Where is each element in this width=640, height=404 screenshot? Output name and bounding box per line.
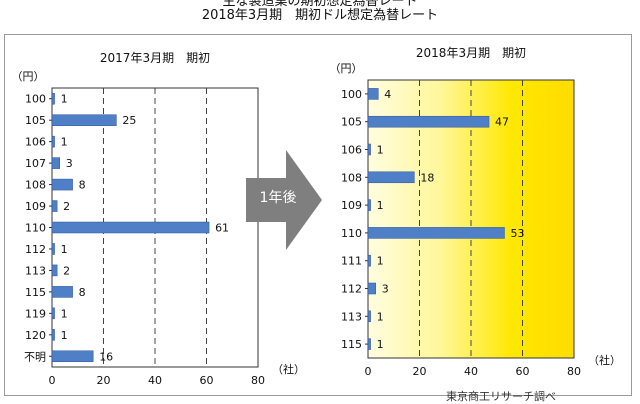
c1-data-label: 1 [377, 144, 384, 157]
c1-data-label: 1 [377, 199, 384, 212]
c0-data-label: 1 [61, 307, 68, 320]
c0-x-axis-label: （社） [272, 362, 305, 376]
c0-bar [51, 307, 55, 320]
c0-data-label: 1 [61, 243, 68, 256]
c0-data-label: 25 [122, 114, 136, 127]
c0-chart-title: 2017年3月期 期初 [100, 51, 210, 65]
c0-y-axis-label: （円） [12, 70, 45, 83]
c0-bar [51, 92, 55, 105]
c1-bar [367, 171, 415, 184]
c0-data-label: 3 [66, 157, 73, 170]
c1-x-tick-label: 40 [464, 365, 478, 378]
c0-bar [51, 221, 210, 234]
c0-y-tick-label: 109 [25, 200, 46, 213]
c1-x-tick-label: 20 [413, 365, 427, 378]
c1-x-tick-label: 80 [567, 365, 581, 378]
c1-y-tick-label: 111 [341, 255, 362, 268]
c1-bar [367, 199, 371, 211]
c0-bar [51, 350, 94, 363]
c0-data-label: 8 [79, 179, 86, 192]
c1-data-label: 18 [420, 171, 434, 184]
sub-title: 2018年3月期 期初ドル想定為替レート [201, 8, 439, 23]
c1-bar [367, 282, 376, 295]
right-arrow-icon [246, 150, 322, 250]
c1-bar [367, 254, 371, 267]
c1-plot-border [367, 79, 575, 359]
c0-y-tick-label: 106 [25, 136, 46, 149]
c1-y-tick-label: 109 [341, 199, 362, 212]
c1-bar [367, 227, 505, 239]
c0-data-label: 2 [63, 200, 70, 213]
c0-bar [51, 178, 73, 191]
c1-y-axis-label: （円） [330, 62, 363, 75]
c0-y-tick-label: 115 [25, 286, 46, 299]
c0-x-tick-label: 20 [97, 374, 111, 387]
arrow-label: 1年後 [259, 190, 297, 206]
c0-bar [51, 135, 55, 148]
c1-x-axis-label: （社） [588, 353, 621, 367]
c0-x-tick-label: 40 [148, 374, 162, 387]
c1-y-tick-label: 108 [341, 171, 362, 184]
c0-bar [51, 114, 117, 126]
c0-y-tick-label: 119 [25, 307, 46, 320]
c1-y-tick-label: 110 [341, 227, 362, 240]
c1-data-label: 1 [377, 310, 384, 323]
c0-bar [51, 264, 58, 277]
c0-data-label: 1 [61, 329, 68, 342]
c0-bar [51, 157, 60, 169]
c0-data-label: 8 [79, 286, 86, 299]
c0-data-label: 61 [215, 222, 229, 235]
c1-y-tick-label: 112 [341, 283, 362, 296]
c1-bar [367, 88, 379, 100]
c0-bar [51, 243, 55, 255]
c0-y-tick-label: 105 [25, 114, 46, 127]
source-note: 東京商工リサーチ調べ [446, 390, 556, 403]
c1-data-label: 53 [510, 227, 524, 240]
c1-data-label: 1 [377, 255, 384, 268]
c0-x-tick-label: 60 [200, 374, 214, 387]
c0-y-tick-label: 113 [25, 264, 46, 277]
c0-y-tick-label: 120 [25, 329, 46, 342]
c1-data-label: 3 [382, 283, 389, 296]
c0-data-label: 16 [99, 350, 113, 363]
c0-y-tick-label: 不明 [24, 350, 46, 363]
c0-x-tick-label: 0 [49, 374, 56, 387]
c0-bar [51, 200, 58, 212]
c0-y-tick-label: 100 [25, 93, 46, 106]
c1-y-tick-label: 113 [341, 310, 362, 323]
c1-data-label: 1 [377, 338, 384, 351]
c0-y-tick-label: 108 [25, 179, 46, 192]
c1-bar [367, 310, 371, 323]
c1-x-tick-label: 0 [365, 365, 372, 378]
c1-chart-title: 2018年3月期 期初 [416, 46, 526, 60]
c1-y-tick-label: 100 [341, 88, 362, 101]
c0-y-tick-label: 110 [25, 222, 46, 235]
c0-y-tick-label: 107 [25, 157, 46, 170]
c1-y-tick-label: 105 [341, 116, 362, 129]
c0-y-tick-label: 112 [25, 243, 46, 256]
c1-y-tick-label: 106 [341, 144, 362, 157]
c0-bar [51, 329, 55, 341]
c1-data-label: 4 [384, 88, 391, 101]
c1-x-tick-label: 60 [516, 365, 530, 378]
c1-bar [367, 338, 371, 350]
c0-x-tick-label: 80 [251, 374, 265, 387]
c1-bar [367, 115, 490, 128]
chart-frame [4, 34, 632, 396]
c0-bar [51, 286, 73, 298]
c1-y-tick-label: 115 [341, 338, 362, 351]
c1-data-label: 47 [495, 116, 509, 129]
c0-data-label: 2 [63, 264, 70, 277]
c0-data-label: 1 [61, 136, 68, 149]
c1-bar [367, 143, 371, 156]
main-title: 主な製造業の期初想定為替レート [222, 0, 418, 9]
c0-data-label: 1 [61, 93, 68, 106]
